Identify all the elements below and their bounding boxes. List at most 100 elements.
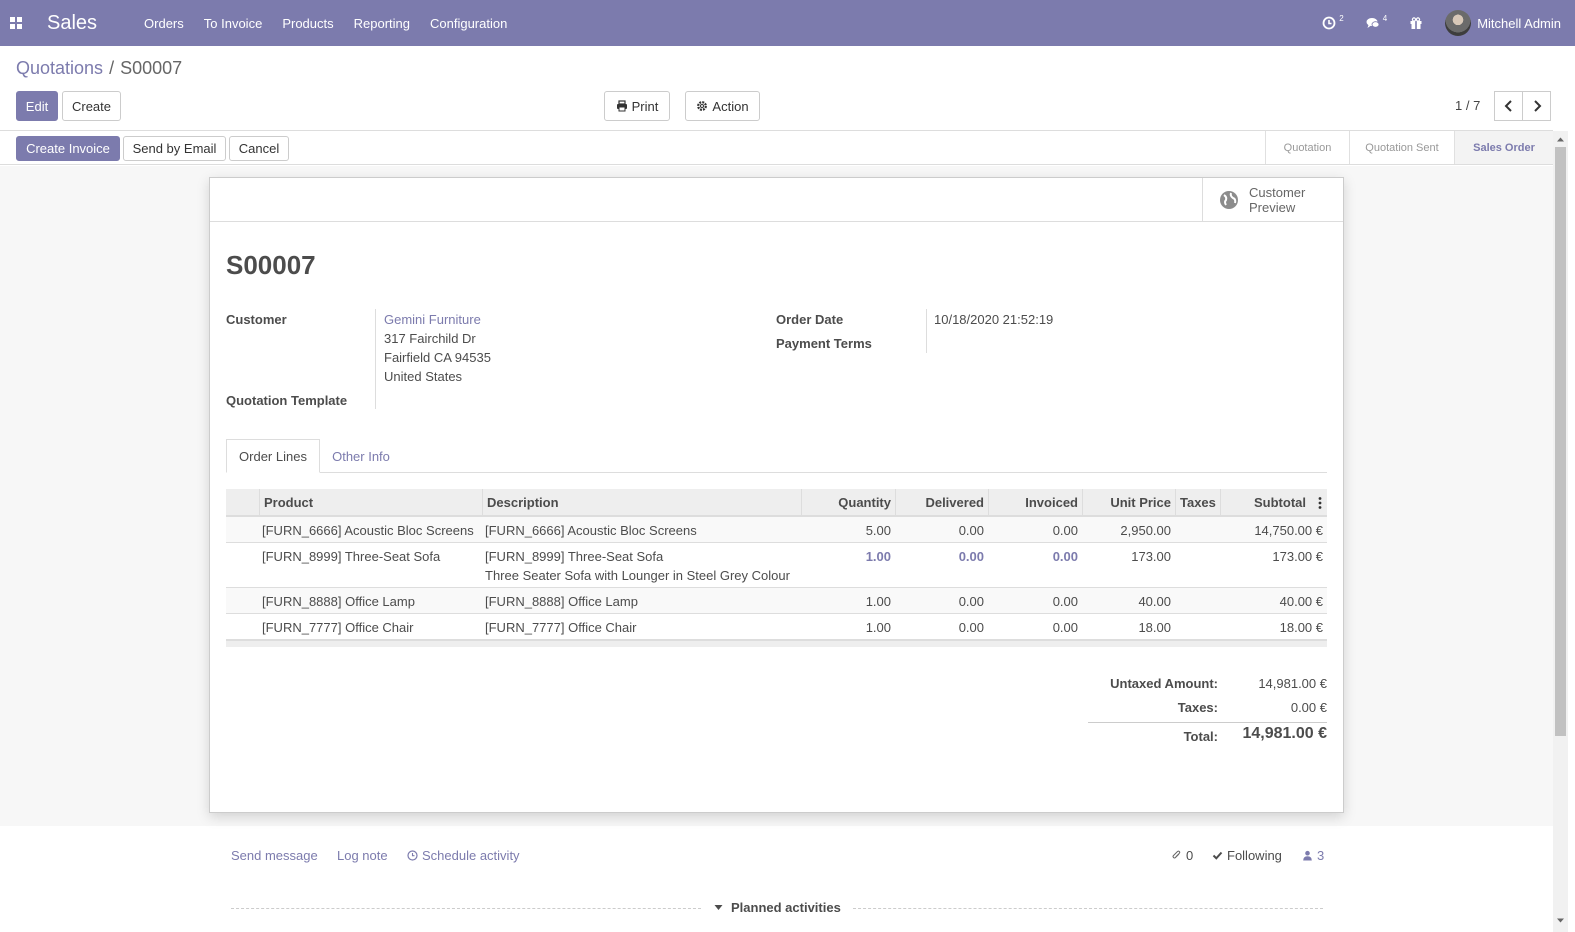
field-divider (926, 309, 927, 353)
user-name[interactable]: Mitchell Admin (1477, 15, 1561, 31)
tab-other-info[interactable]: Other Info (332, 448, 390, 464)
cell-description: [FURN_8999] Three-Seat Sofa (485, 549, 664, 564)
cell-unit-price: 40.00 (1138, 594, 1171, 609)
tab-order-lines[interactable]: Order Lines (226, 439, 320, 473)
table-row[interactable]: [FURN_8999] Three-Seat Sofa [FURN_8999] … (226, 543, 1327, 588)
cell-subtotal: 40.00 € (1279, 594, 1323, 609)
table-row[interactable]: [FURN_6666] Acoustic Bloc Screens [FURN_… (226, 517, 1327, 543)
form-sheet: Customer Preview S00007 Customer Gemini … (209, 177, 1344, 813)
customer-link[interactable]: Gemini Furniture (384, 312, 481, 327)
breadcrumb-quotations[interactable]: Quotations (16, 58, 104, 78)
gift-menu[interactable] (1409, 16, 1423, 30)
schedule-activity-button[interactable]: Schedule activity (407, 848, 520, 863)
total-label: Total: (1183, 729, 1218, 744)
cell-unit-price: 2,950.00 (1120, 523, 1171, 538)
check-icon (1212, 851, 1223, 860)
stage-sales-order[interactable]: Sales Order (1454, 131, 1553, 164)
column-header-delivered[interactable]: Delivered (895, 489, 988, 515)
menu-configuration[interactable]: Configuration (430, 15, 508, 31)
cell-delivered: 0.00 (958, 549, 984, 564)
create-button[interactable]: Create (62, 91, 121, 121)
customer-address-line3: United States (384, 369, 463, 384)
planned-activities-divider-right (853, 908, 1323, 909)
paperclip-icon (1172, 850, 1181, 859)
column-header-quantity[interactable]: Quantity (801, 489, 895, 515)
following-button[interactable]: Following (1212, 848, 1282, 863)
scroll-up-icon[interactable] (1556, 135, 1565, 144)
menu-orders[interactable]: Orders (144, 15, 184, 31)
optional-columns-icon[interactable] (1317, 496, 1323, 510)
message-count-badge: 4 (1382, 13, 1388, 23)
cell-subtotal: 173.00 € (1272, 549, 1323, 564)
customer-address-line1: 317 Fairchild Dr (384, 331, 476, 346)
activity-menu[interactable]: 2 (1322, 13, 1344, 30)
send-message-button[interactable]: Send message (231, 848, 318, 863)
breadcrumb: Quotations / S00007 (16, 58, 182, 79)
log-note-button[interactable]: Log note (337, 848, 388, 863)
vertical-scrollbar[interactable] (1553, 131, 1568, 932)
cell-quantity: 1.00 (865, 549, 891, 564)
comments-icon (1366, 18, 1380, 28)
cell-delivered: 0.00 (958, 620, 984, 635)
planned-activities-toggle[interactable]: Planned activities (714, 900, 841, 915)
cell-description: [FURN_8888] Office Lamp (485, 594, 638, 609)
column-header-description[interactable]: Description (482, 489, 801, 515)
gift-icon (1410, 17, 1422, 29)
gear-icon (697, 101, 708, 111)
menu-products[interactable]: Products (282, 15, 334, 31)
send-by-email-button[interactable]: Send by Email (123, 136, 226, 161)
app-brand[interactable]: Sales (47, 11, 98, 34)
customer-label: Customer (226, 312, 287, 327)
activity-count-badge: 2 (1339, 13, 1344, 23)
stage-quotation-sent[interactable]: Quotation Sent (1349, 131, 1454, 164)
messaging-menu[interactable]: 4 (1366, 13, 1388, 30)
column-header-product[interactable]: Product (259, 489, 482, 515)
clock-icon (1322, 16, 1336, 30)
schedule-activity-label: Schedule activity (422, 848, 520, 863)
field-divider (375, 309, 376, 409)
cell-product: [FURN_8999] Three-Seat Sofa (262, 549, 441, 564)
column-header-invoiced[interactable]: Invoiced (988, 489, 1082, 515)
pager-previous-button[interactable] (1494, 91, 1523, 121)
customer-preview-button[interactable]: Customer Preview (1202, 178, 1343, 222)
pager-value[interactable]: 1 / 7 (1455, 98, 1481, 113)
column-header-taxes[interactable]: Taxes (1175, 489, 1220, 515)
user-icon (1303, 850, 1312, 861)
notebook-tabs: Order Lines Other Info (226, 439, 1327, 473)
cell-subtotal: 18.00 € (1279, 620, 1323, 635)
user-avatar[interactable] (1445, 10, 1472, 36)
print-button[interactable]: Print (604, 91, 670, 121)
quotation-template-label: Quotation Template (226, 393, 348, 408)
customer-address-line2: Fairfield CA 94535 (384, 350, 491, 365)
cell-delivered: 0.00 (958, 594, 984, 609)
total-value: 14,981.00 € (1242, 725, 1327, 742)
cancel-button[interactable]: Cancel (229, 136, 289, 161)
taxes-value: 0.00 € (1290, 700, 1327, 715)
menu-to-invoice[interactable]: To Invoice (203, 15, 263, 31)
pager-next-button[interactable] (1522, 91, 1551, 121)
untaxed-amount-label: Untaxed Amount: (1110, 676, 1218, 691)
clock-icon (407, 850, 418, 861)
apps-grid-icon[interactable] (0, 0, 32, 46)
cell-description: [FURN_7777] Office Chair (485, 620, 637, 635)
stage-quotation[interactable]: Quotation (1265, 131, 1349, 164)
column-header-subtotal[interactable]: Subtotal (1220, 489, 1310, 515)
action-button[interactable]: Action (685, 91, 760, 121)
print-icon (616, 100, 627, 112)
top-navbar: Sales Orders To Invoice Products Reporti… (0, 0, 1575, 46)
scroll-down-icon[interactable] (1556, 916, 1565, 925)
scrollbar-thumb[interactable] (1555, 147, 1566, 736)
table-row[interactable]: [FURN_8888] Office Lamp [FURN_8888] Offi… (226, 588, 1327, 614)
menu-reporting[interactable]: Reporting (353, 15, 410, 31)
create-invoice-button[interactable]: Create Invoice (16, 136, 120, 161)
column-header-unit-price[interactable]: Unit Price (1082, 489, 1175, 515)
edit-button[interactable]: Edit (16, 91, 58, 121)
breadcrumb-current: S00007 (120, 58, 183, 78)
customer-preview-label-1: Customer (1249, 185, 1306, 200)
followers-button[interactable]: 3 (1302, 848, 1324, 863)
planned-activities-label: Planned activities (731, 900, 841, 915)
attachments-button[interactable]: 0 (1171, 848, 1193, 863)
order-date-label: Order Date (776, 312, 844, 327)
chevron-right-icon (1533, 100, 1541, 112)
table-row[interactable]: [FURN_7777] Office Chair [FURN_7777] Off… (226, 614, 1327, 640)
